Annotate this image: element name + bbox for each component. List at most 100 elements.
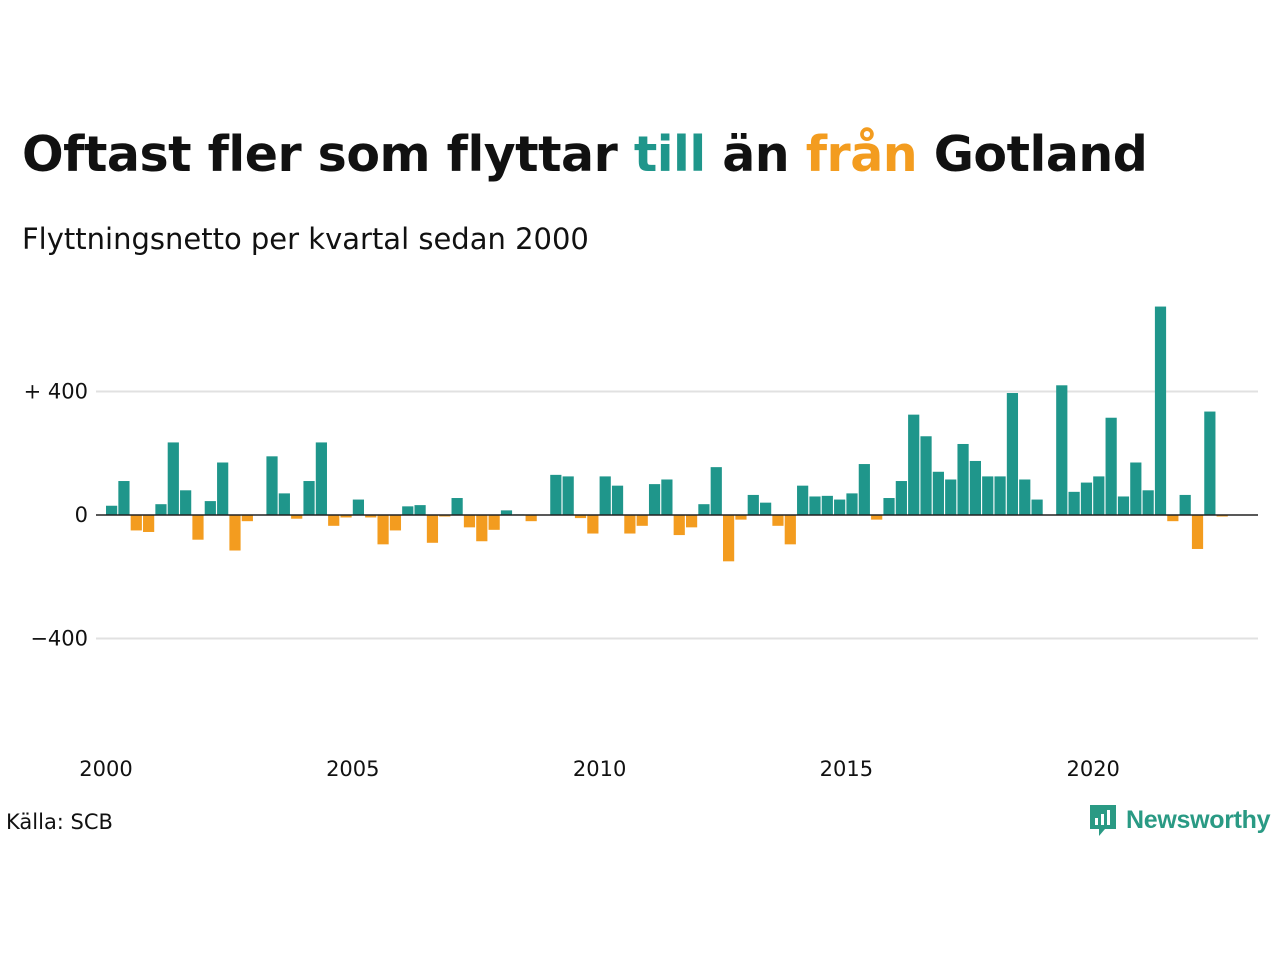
bar-q31 bbox=[476, 515, 488, 542]
bar-q69 bbox=[945, 479, 957, 515]
bar-q73 bbox=[994, 476, 1006, 515]
bar-q21 bbox=[352, 499, 364, 515]
bar-q47 bbox=[673, 515, 685, 536]
bar-q32 bbox=[488, 515, 500, 530]
bar-q43 bbox=[624, 515, 636, 534]
bar-q76 bbox=[1031, 499, 1043, 515]
bar-q65 bbox=[895, 481, 907, 515]
y-tick-label: + 400 bbox=[24, 379, 88, 403]
y-tick-label: 0 bbox=[75, 503, 88, 527]
x-tick-label: 2000 bbox=[79, 757, 132, 781]
bar-q86 bbox=[1154, 306, 1167, 515]
newsworthy-logo-icon bbox=[1090, 805, 1116, 836]
bar-q85 bbox=[1142, 490, 1154, 515]
bar-q15 bbox=[278, 493, 290, 515]
bar-q45 bbox=[648, 484, 661, 515]
bar-q19 bbox=[328, 515, 340, 526]
bar-q9 bbox=[204, 501, 216, 515]
chart-title: Oftast fler som flyttar till än från Got… bbox=[22, 126, 1148, 183]
bar-q57 bbox=[797, 485, 809, 515]
chart-subtitle: Flyttningsnetto per kvartal sedan 2000 bbox=[22, 222, 589, 256]
bar-q48 bbox=[685, 515, 698, 528]
bar-q5 bbox=[155, 504, 167, 515]
bar-q52 bbox=[735, 515, 747, 520]
bar-q11 bbox=[229, 515, 241, 551]
bar-q30 bbox=[463, 515, 476, 528]
bar-q44 bbox=[636, 515, 648, 526]
bar-q75 bbox=[1019, 479, 1031, 515]
bar-q70 bbox=[957, 443, 969, 515]
bar-q33 bbox=[500, 510, 513, 515]
bar-q71 bbox=[969, 460, 981, 515]
bar-q53 bbox=[747, 494, 759, 515]
bar-q41 bbox=[599, 476, 611, 515]
source-note: Källa: SCB bbox=[6, 810, 113, 834]
bar-q55 bbox=[772, 515, 784, 526]
bar-q35 bbox=[525, 515, 537, 522]
bar-q90 bbox=[1204, 411, 1216, 515]
title-part-2: än bbox=[705, 126, 806, 183]
bar-q67 bbox=[920, 436, 932, 515]
bar-q78 bbox=[1056, 385, 1068, 515]
bar-q37 bbox=[550, 474, 562, 515]
bar-q20 bbox=[340, 515, 352, 518]
title-part-1: Oftast fler som flyttar bbox=[22, 126, 634, 183]
bar-q18 bbox=[315, 442, 327, 515]
bar-q54 bbox=[760, 502, 772, 515]
x-tick-label: 2005 bbox=[326, 757, 379, 781]
brand-logo: Newsworthy bbox=[1088, 803, 1271, 837]
bar-q1 bbox=[106, 505, 118, 515]
bar-q51 bbox=[723, 515, 735, 562]
bar-q39 bbox=[574, 515, 587, 519]
bar-q17 bbox=[303, 481, 315, 515]
brand-name: Newsworthy bbox=[1126, 805, 1271, 834]
title-word-fran: från bbox=[805, 126, 918, 183]
bar-q50 bbox=[710, 467, 722, 515]
bar-q60 bbox=[834, 499, 846, 515]
bar-q62 bbox=[858, 464, 870, 515]
bar-q7 bbox=[180, 490, 192, 515]
x-tick-label: 2015 bbox=[820, 757, 873, 781]
bar-q38 bbox=[562, 476, 574, 515]
bar-q14 bbox=[266, 456, 278, 515]
bar-q66 bbox=[908, 414, 920, 515]
x-tick-label: 2020 bbox=[1066, 757, 1119, 781]
title-word-till: till bbox=[633, 126, 706, 183]
bar-q84 bbox=[1130, 462, 1142, 515]
bar-q16 bbox=[291, 515, 303, 519]
bar-q22 bbox=[365, 515, 377, 518]
bar-q25 bbox=[402, 506, 414, 515]
bar-q88 bbox=[1179, 494, 1191, 515]
bar-q80 bbox=[1080, 482, 1093, 515]
bar-q59 bbox=[821, 495, 833, 515]
bar-q28 bbox=[439, 515, 451, 517]
bar-q2 bbox=[118, 481, 130, 515]
bar-q68 bbox=[932, 471, 944, 515]
bar-q91 bbox=[1216, 515, 1228, 517]
bar-q3 bbox=[130, 515, 142, 531]
bar-q4 bbox=[143, 515, 155, 532]
bar-q82 bbox=[1105, 417, 1117, 515]
bar-q40 bbox=[587, 515, 599, 534]
bar-q56 bbox=[784, 515, 796, 545]
bar-q74 bbox=[1006, 393, 1019, 515]
bar-q87 bbox=[1167, 515, 1179, 522]
bar-q26 bbox=[414, 505, 426, 515]
bar-q6 bbox=[167, 442, 179, 515]
bar-q81 bbox=[1093, 476, 1105, 515]
y-tick-label: −400 bbox=[30, 627, 88, 651]
bar-q89 bbox=[1191, 515, 1204, 549]
bar-q63 bbox=[871, 515, 883, 520]
bar-q24 bbox=[389, 515, 402, 531]
bar-q58 bbox=[809, 496, 821, 515]
bar-q46 bbox=[661, 479, 673, 515]
bar-q49 bbox=[698, 504, 710, 515]
bar-q8 bbox=[192, 515, 204, 540]
x-tick-label: 2010 bbox=[573, 757, 626, 781]
bar-q42 bbox=[611, 485, 624, 515]
bar-q29 bbox=[451, 498, 463, 515]
bar-q23 bbox=[377, 515, 389, 545]
title-part-3: Gotland bbox=[917, 126, 1148, 183]
bar-q72 bbox=[982, 476, 994, 515]
